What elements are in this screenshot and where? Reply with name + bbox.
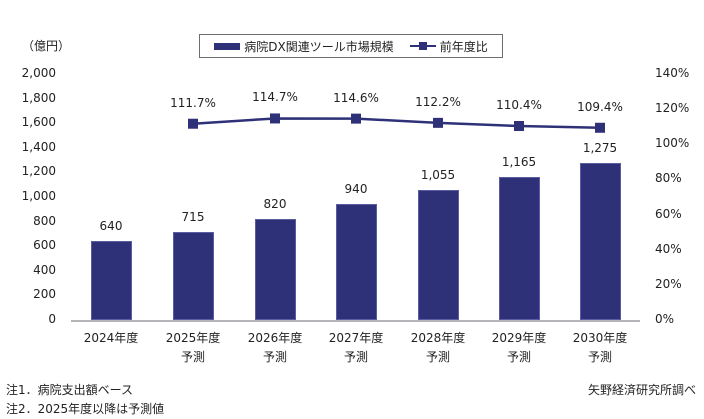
y-tick-label: 800 — [33, 213, 56, 228]
x-tick-sublabel: 予測 — [343, 350, 368, 364]
bar-value-label: 820 — [263, 197, 287, 212]
bar-value-label: 940 — [344, 182, 368, 197]
y-tick-label: 1,400 — [21, 139, 56, 154]
line-value-label: 111.7% — [170, 95, 216, 110]
y-tick-label: 0 — [48, 312, 56, 326]
x-axis-line — [71, 320, 640, 322]
bar-value-label: 715 — [181, 210, 205, 225]
bar — [498, 176, 540, 320]
bar — [417, 190, 459, 320]
square-marker-icon — [595, 122, 605, 133]
source-credit: 矢野経済研究所調べ — [587, 383, 696, 397]
y-tick-label: 400 — [33, 262, 56, 277]
x-tick-sublabel: 予測 — [587, 350, 612, 364]
bar — [90, 241, 132, 320]
square-marker-icon — [433, 117, 443, 128]
y2-tick-label: 100% — [655, 136, 690, 151]
y-tick-label: 2,000 — [21, 66, 56, 80]
line-value-label: 112.2% — [415, 94, 461, 109]
x-tick-label: 2026年度 — [247, 331, 303, 345]
note-2: 注2．2025年度以降は予測値 — [6, 402, 165, 416]
x-tick-label: 2025年度 — [165, 331, 221, 345]
x-tick-sublabel: 予測 — [180, 350, 205, 364]
legend-label: 前年度比 — [439, 39, 488, 54]
bar-value-label: 1,165 — [501, 154, 537, 169]
square-marker-icon — [270, 113, 280, 124]
legend-item-yoy: 前年度比 — [409, 38, 488, 55]
y2-tick-label: 20% — [655, 276, 682, 291]
line-value-label: 114.7% — [252, 90, 298, 105]
y2-tick-label: 0% — [655, 312, 675, 326]
y-tick-label: 1,600 — [21, 115, 56, 130]
line-value-label: 114.6% — [333, 90, 379, 105]
x-tick-sublabel: 予測 — [262, 350, 287, 364]
y2-tick-label: 60% — [655, 206, 682, 221]
y2-tick-label: 40% — [655, 241, 682, 256]
square-marker-icon — [514, 121, 524, 132]
y-tick-label: 1,800 — [21, 90, 56, 105]
bar — [172, 232, 214, 320]
x-tick-label: 2030年度 — [572, 331, 628, 345]
y-tick-label: 1,200 — [21, 164, 56, 179]
y-tick-label: 200 — [33, 287, 56, 302]
line-value-label: 109.4% — [577, 99, 623, 114]
square-marker-icon — [351, 113, 361, 124]
y2-tick-label: 80% — [655, 171, 682, 186]
bar — [254, 219, 296, 320]
line-marker-swatch-icon — [409, 40, 436, 52]
bar-swatch-icon — [214, 42, 241, 50]
note-1: 注1．病院支出額ベース — [6, 383, 134, 397]
bar-value-label: 1,275 — [582, 141, 618, 156]
x-tick-label: 2029年度 — [491, 331, 547, 345]
x-tick-sublabel: 予測 — [425, 350, 450, 364]
square-marker-icon — [188, 118, 198, 129]
bar — [335, 204, 377, 320]
y2-tick-label: 140% — [655, 66, 690, 80]
y-tick-label: 600 — [33, 238, 56, 253]
bar — [579, 163, 621, 320]
x-tick-label: 2027年度 — [328, 331, 384, 345]
x-tick-sublabel: 予測 — [506, 350, 531, 364]
y-tick-label: 1,000 — [21, 189, 56, 203]
line-value-label: 110.4% — [496, 98, 542, 112]
x-tick-label: 2024年度 — [83, 331, 139, 345]
legend-label: 病院DX関連ツール市場規模 — [244, 39, 394, 54]
bar-value-label: 1,055 — [420, 168, 456, 183]
y2-tick-label: 120% — [655, 101, 690, 116]
legend-item-market-size: 病院DX関連ツール市場規模 — [214, 38, 394, 55]
x-tick-label: 2028年度 — [410, 331, 466, 345]
y-axis-unit-label: （億円） — [22, 39, 71, 53]
bar-value-label: 640 — [99, 219, 123, 234]
chart-legend: 病院DX関連ツール市場規模 前年度比 — [199, 34, 503, 58]
